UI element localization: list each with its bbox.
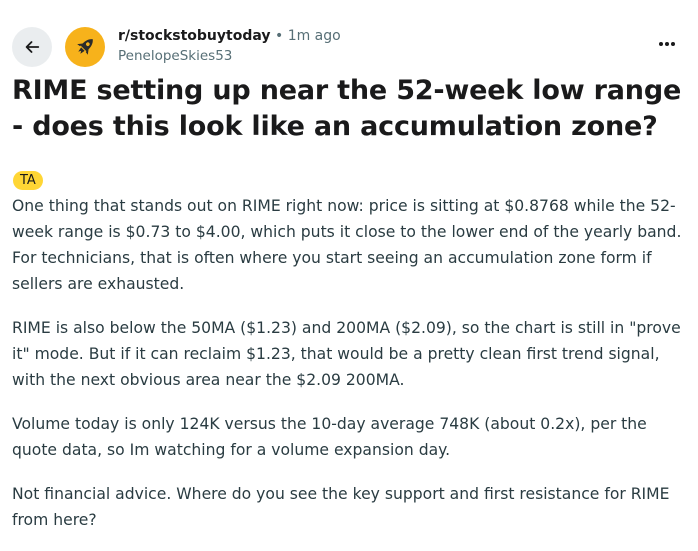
post-header: r/stockstobuytoday • 1m ago PenelopeSkie… — [12, 20, 688, 68]
meta-separator: • — [274, 28, 284, 44]
author-link[interactable]: PenelopeSkies53 — [118, 48, 233, 64]
post-flair[interactable]: TA — [13, 171, 43, 190]
post-time: 1m ago — [287, 28, 341, 44]
back-button[interactable] — [12, 27, 52, 67]
post-meta: r/stockstobuytoday • 1m ago PenelopeSkie… — [118, 26, 341, 66]
post-body: One thing that stands out on RIME right … — [12, 193, 688, 551]
post-paragraph: RIME is also below the 50MA ($1.23) and … — [12, 319, 681, 389]
post-paragraph: Not financial advice. Where do you see t… — [12, 485, 670, 529]
more-options-button[interactable] — [652, 32, 682, 56]
subreddit-link[interactable]: r/stockstobuytoday — [118, 28, 271, 44]
more-horizontal-icon — [659, 42, 675, 46]
arrow-left-icon — [25, 41, 40, 53]
rocket-icon — [77, 39, 93, 55]
post-title: RIME setting up near the 52-week low ran… — [12, 75, 682, 142]
post-paragraph: Volume today is only 124K versus the 10-… — [12, 415, 647, 459]
post-paragraph: One thing that stands out on RIME right … — [12, 197, 682, 293]
subreddit-avatar[interactable] — [65, 27, 105, 67]
post-meta-line: r/stockstobuytoday • 1m ago — [118, 26, 341, 46]
